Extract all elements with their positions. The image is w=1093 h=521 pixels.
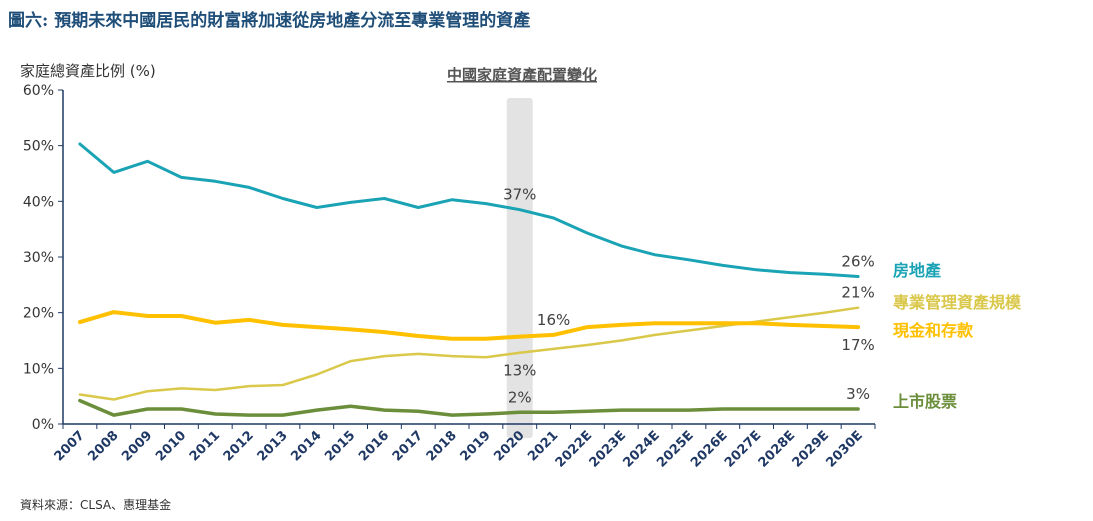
data-label: 17%	[841, 336, 874, 354]
x-tick-label: 2026E	[688, 428, 730, 470]
y-axis: 0% 10% 20% 30% 40% 50% 60%	[23, 83, 64, 433]
data-labels: 37% 26% 13% 21% 16% 17% 2% 3%	[503, 186, 875, 407]
x-tick-label: 2008	[85, 428, 121, 464]
x-tick-label: 2010	[153, 428, 189, 464]
x-tick-label: 2022E	[553, 428, 595, 470]
x-tick-label: 2017	[390, 428, 426, 464]
x-tick-label: 2030E	[823, 428, 865, 470]
x-tick-label: 2028E	[756, 428, 798, 470]
x-tick-label: 2027E	[722, 428, 764, 470]
legend-label: 現金和存款	[893, 321, 974, 340]
x-tick-label: 2007	[52, 428, 88, 464]
data-label: 26%	[841, 252, 874, 270]
series-line	[77, 310, 861, 341]
x-tick-label: 2023E	[587, 428, 629, 470]
data-label: 13%	[503, 362, 536, 380]
chart-title: 中國家庭資產配置變化	[447, 66, 597, 84]
y-axis-label: 家庭總資產比例 (%)	[20, 62, 156, 80]
series-line	[78, 398, 860, 417]
y-tick-label: 10%	[23, 361, 54, 377]
y-tick-label: 60%	[23, 83, 54, 99]
x-tick-label: 2025E	[654, 428, 696, 470]
data-label: 16%	[537, 311, 570, 329]
series-line	[78, 306, 860, 401]
y-tick-label: 20%	[23, 306, 54, 322]
x-tick-label: 2018	[424, 428, 460, 464]
x-tick-label: 2029E	[790, 428, 832, 470]
x-tick-label: 2014	[288, 428, 324, 464]
x-tick-label: 2024E	[620, 428, 662, 470]
y-tick-label: 40%	[23, 194, 54, 210]
x-tick-label: 2013	[255, 428, 291, 464]
y-tick-label: 30%	[23, 250, 54, 266]
legend-label: 上市股票	[893, 392, 957, 411]
figure-title: 圖六: 預期未來中國居民的財富將加速從房地產分流至專業管理的資產	[8, 11, 531, 31]
data-label: 21%	[841, 284, 874, 302]
data-label: 37%	[503, 186, 536, 204]
data-label: 2%	[508, 388, 532, 406]
y-tick-label: 0%	[32, 417, 54, 433]
x-tick-label: 2015	[322, 428, 358, 464]
x-tick-label: 2019	[458, 428, 494, 464]
legend-label: 專業管理資產規模	[893, 293, 1022, 312]
x-tick-label: 2009	[119, 428, 155, 464]
x-tick-label: 2012	[221, 428, 257, 464]
x-tick-label: 2011	[187, 428, 223, 464]
x-axis: 2007200820092010201120122013201420152016…	[52, 423, 876, 471]
y-tick-label: 50%	[23, 139, 54, 155]
legend-label: 房地產	[893, 261, 941, 280]
series-line	[78, 142, 860, 278]
highlight-band	[506, 98, 533, 438]
x-tick-label: 2016	[356, 428, 392, 464]
series-lines	[77, 142, 861, 417]
data-label: 3%	[846, 385, 870, 403]
source-note: 資料來源：CLSA、惠理基金	[20, 498, 172, 512]
